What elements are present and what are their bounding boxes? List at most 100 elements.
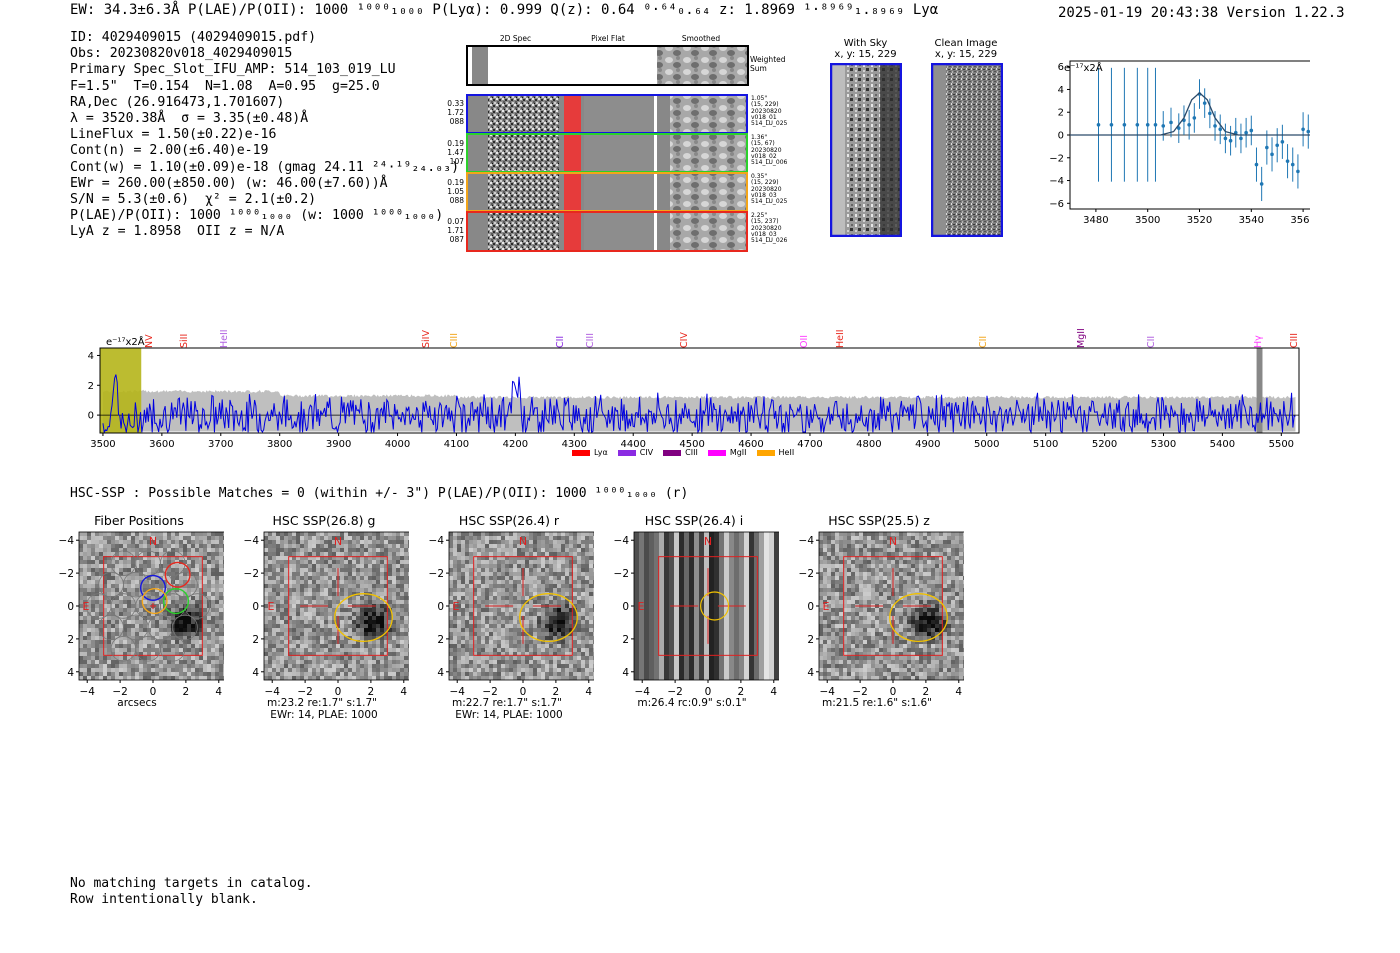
full-spectrum-plot: 4 2 0 3500 3600 3700 3800 3900 4000 4100 4200 4300… [88, 335, 1300, 450]
cutout-xtick-label: 4 [770, 686, 777, 698]
cutout-xtick-label: −4 [449, 686, 465, 698]
cutout-ytick-label: 4 [437, 667, 444, 679]
fiber-row-2-stats: 0.19 1.47 107 [447, 139, 464, 166]
cutout-xtick-label: 2 [923, 686, 930, 698]
cutout-ytick-label: 4 [67, 667, 74, 679]
with-sky-image [830, 63, 902, 237]
summary-line: EW: 34.3±6.3Å P(LAE)/P(OII): 1000 ¹⁰⁰⁰₁₀… [70, 2, 939, 18]
cutout-ytick-label: −2 [799, 568, 814, 580]
spectrum-xtick-label: 4300 [562, 439, 587, 450]
fiber-row-4-stats: 0.07 1.71 087 [447, 217, 464, 244]
fiber-row-4-meta: 2.25" (15, 237) 20230820 v018_03 514_LU_… [751, 212, 788, 245]
aperture-box [843, 556, 943, 656]
spectrum-xtick-label: 3600 [149, 439, 174, 450]
cutout-caption-2: EWr: 14, PLAE: 1000 [455, 709, 563, 721]
zoom-unit-label: e⁻¹⁷x2Å [1064, 61, 1103, 74]
zoom-xtick-label: 3480 [1083, 215, 1108, 226]
zoom-xtick-label: 3500 [1135, 215, 1160, 226]
weighted-sum-row [466, 45, 749, 86]
spectrum-ytick-label: 0 [88, 411, 94, 422]
fiber-row-4 [466, 211, 748, 252]
zoom-data-point [1285, 159, 1290, 163]
legend-label: MgII [729, 448, 747, 457]
cutout-ytick-label: −4 [799, 535, 815, 547]
cutout-ytick-label: −4 [59, 535, 75, 547]
spectrum-xtick-label: 4200 [503, 439, 528, 450]
cutout-xtick-label: 4 [585, 686, 592, 698]
zoom-data-point [1301, 127, 1305, 132]
cutout-xtick-label: −4 [634, 686, 650, 698]
spectrum-xtick-label: 5400 [1210, 439, 1235, 450]
fiber-circle [159, 636, 186, 662]
zoom-data-point [1228, 138, 1233, 143]
cutout-image-4: N E 4 −4 2 −2 0 0 −2 2 −4 4 [799, 531, 964, 698]
zoom-ytick-label: −4 [1049, 176, 1064, 187]
zoom-line-plot: 6 4 2 0 −2 −4 −6 3480 3500 3520 3540 3560 e⁻¹⁷x2Å [1049, 60, 1310, 226]
zoom-data-point [1296, 169, 1300, 174]
zoom-data-point [1249, 128, 1254, 133]
zoom-data-point [1176, 126, 1181, 130]
cutout-xtick-label: 2 [183, 686, 190, 698]
fiber-row-3 [466, 172, 748, 212]
info-lambda: λ = 3520.38Å σ = 3.35(±0.48)Å [70, 111, 309, 127]
cutout-xtick-label: −4 [264, 686, 280, 698]
selected-fiber-circle [141, 588, 168, 615]
legend-swatch [572, 449, 590, 456]
zoom-ytick-label: −2 [1049, 153, 1064, 164]
col-title-2dspec: 2D Spec [499, 34, 532, 43]
with-sky-title: With Sky [843, 38, 888, 49]
spectrum-xtick-label: 4700 [797, 439, 822, 450]
cutout-ytick-label: 2 [67, 634, 74, 646]
source-ellipse [334, 593, 393, 643]
zoom-data-point [1096, 122, 1101, 127]
info-lineflux: LineFlux = 1.50(±0.22)e-16 [70, 127, 277, 143]
spectrum-xtick-label: 5500 [1269, 439, 1294, 450]
cutout-caption: m:22.7 re:1.7" s:1.7" [452, 697, 562, 709]
cutout-ytick-label: 2 [807, 634, 814, 646]
cutout-xtick-label: 0 [150, 686, 157, 698]
spectrum-ytick-label: 2 [88, 381, 94, 392]
catalog-message: No matching targets in catalog. Row inten… [70, 876, 313, 907]
cutout-xtick-label: −4 [819, 686, 835, 698]
cutout-image-3: N E 4 −4 2 −2 0 0 −2 2 −4 4 [614, 531, 779, 698]
cutout-ytick-label: 0 [252, 601, 259, 613]
clean-image-title: Clean Image [934, 38, 998, 49]
hsc-header: HSC-SSP : Possible Matches = 0 (within +… [70, 486, 689, 501]
zoom-ytick-label: 0 [1058, 131, 1064, 142]
fiber-row-3-meta: 0.35" (15, 229) 20230820 v018_03 514_LU_… [751, 173, 788, 206]
cutout-pixels [819, 532, 964, 681]
zoom-data-point [1145, 122, 1150, 127]
zoom-ytick-label: 4 [1058, 85, 1064, 96]
cutout-ytick-label: −2 [614, 568, 629, 580]
cutout-ytick-label: 4 [622, 667, 629, 679]
zoom-data-point [1161, 124, 1166, 128]
spectrum-xtick-label: 5300 [1151, 439, 1176, 450]
zoom-data-point [1208, 111, 1212, 116]
zoom-data-point [1265, 145, 1269, 150]
aperture-box [473, 556, 573, 656]
fiber-row-1-stats: 0.33 1.72 088 [447, 99, 464, 126]
cutout-ytick-label: −2 [59, 568, 74, 580]
east-label: E [638, 600, 645, 613]
source-ellipse [699, 591, 730, 621]
legend-label: Lyα [594, 448, 608, 457]
zoom-ytick-label: 6 [1058, 62, 1064, 73]
cutout-xtick-label: 2 [368, 686, 375, 698]
info-ewr: EWr = 260.00(±850.00) (w: 46.00(±7.60))Å [70, 175, 388, 191]
fiber-circle [172, 571, 198, 598]
cutout-xtick-label: 4 [400, 686, 407, 698]
east-label: E [823, 600, 830, 613]
zoom-data-point [1239, 136, 1243, 141]
spectrum-xtick-label: 3800 [267, 439, 292, 450]
zoom-data-point [1202, 101, 1207, 105]
cutout-xtick-label: −2 [482, 686, 497, 698]
fiber-circle [184, 593, 211, 619]
zoom-data-point [1169, 120, 1173, 125]
spectrum-xtick-label: 4000 [385, 439, 410, 450]
zoom-data-point [1218, 127, 1223, 132]
spectrum-xtick-label: 4900 [915, 439, 940, 450]
spectrum-xtick-label: 3900 [326, 439, 351, 450]
cutout-ytick-label: 0 [437, 601, 444, 613]
east-label: E [83, 600, 90, 613]
fiber-row-1-meta: 1.05" (15, 229) 20230820 v018_01 514_LU_… [751, 95, 788, 128]
